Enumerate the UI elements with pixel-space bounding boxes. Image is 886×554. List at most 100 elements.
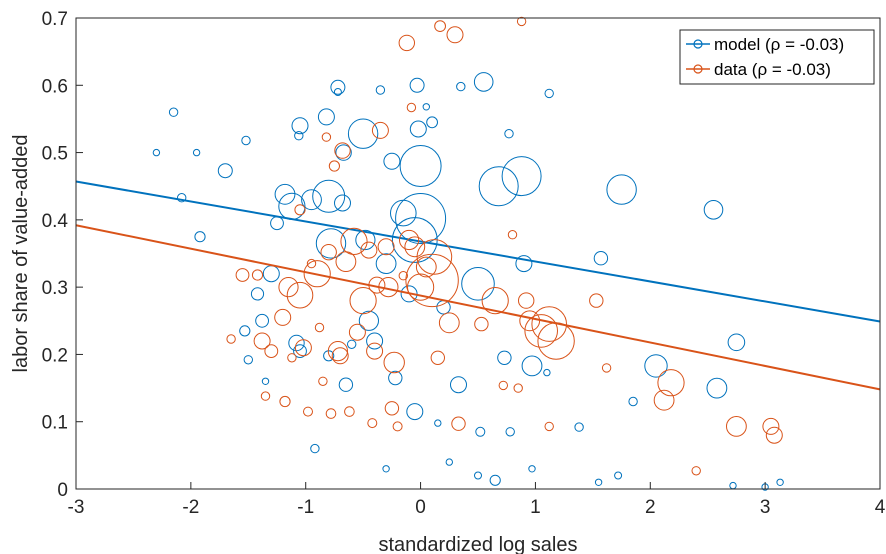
scatter-point <box>371 121 389 139</box>
scatter-point <box>349 287 377 315</box>
legend-item: data (ρ = -0.03) <box>686 60 831 79</box>
scatter-point <box>765 426 783 444</box>
y-tick-label: 0.2 <box>42 345 68 366</box>
scatter-point <box>260 391 271 401</box>
scatter-point <box>239 325 251 337</box>
scatter-point <box>776 478 784 486</box>
scatter-point <box>501 156 542 197</box>
scatter-point <box>398 34 415 52</box>
scatter-point <box>407 273 435 301</box>
scatter-point <box>294 339 312 357</box>
scatter-point <box>644 354 668 378</box>
scatter-point <box>515 255 533 273</box>
scatter-point <box>398 271 408 281</box>
scatter-point <box>261 377 270 385</box>
scatter-point <box>657 369 685 397</box>
scatter-point <box>312 179 346 213</box>
scatter-point <box>303 406 313 417</box>
scatter-point <box>395 193 447 244</box>
scatter-point <box>320 244 337 261</box>
scatter-point <box>594 478 603 486</box>
scatter-point <box>241 135 251 146</box>
scatter-point <box>405 253 459 308</box>
scatter-point <box>474 316 489 332</box>
scatter-point <box>321 132 332 142</box>
plot-area <box>75 16 881 491</box>
scatter-point <box>334 194 351 212</box>
scatter-point <box>706 377 728 399</box>
x-tick-label: -2 <box>182 497 199 518</box>
scatter-point <box>348 323 366 341</box>
scatter-point <box>446 26 464 44</box>
scatter-point <box>498 380 508 391</box>
y-tick-label: 0.4 <box>42 211 69 232</box>
scatter-point <box>335 144 352 161</box>
x-tick-label: 0 <box>415 497 426 518</box>
scatter-point <box>593 251 609 266</box>
scatter-point <box>388 370 403 386</box>
y-tick-label: 0.5 <box>42 144 68 165</box>
scatter-point <box>327 341 348 362</box>
scatter-point <box>338 377 354 392</box>
scatter-point <box>358 310 379 331</box>
scatter-point <box>691 466 701 476</box>
scatter-point <box>366 332 384 350</box>
scatter-point <box>334 142 351 159</box>
scatter-point <box>399 229 420 251</box>
scatter-point <box>516 16 527 27</box>
scatter-point <box>383 351 405 374</box>
series-1 <box>75 16 881 476</box>
fit-line <box>75 224 881 391</box>
y-tick-label: 0.1 <box>42 413 68 434</box>
scatter-point <box>347 339 357 349</box>
scatter-point <box>375 85 386 95</box>
scatter-point <box>513 383 523 393</box>
scatter-point <box>415 256 437 278</box>
scatter-point <box>727 333 746 352</box>
scatter-point <box>726 416 747 437</box>
scatter-point <box>377 238 395 256</box>
scatter-point <box>653 389 675 411</box>
scatter-point <box>473 72 494 92</box>
scatter-point <box>383 152 401 170</box>
legend-swatch-marker <box>693 39 703 49</box>
scatter-point <box>392 421 403 432</box>
scatter-point <box>333 88 342 96</box>
scatter-point <box>451 416 466 431</box>
scatter-point <box>521 355 543 377</box>
scatter-point <box>524 314 559 348</box>
scatter-point <box>255 313 270 328</box>
scatter-point <box>434 20 447 33</box>
scatter-point <box>438 312 460 334</box>
y-tick-label: 0 <box>57 480 68 501</box>
scatter-point <box>543 368 551 377</box>
scatter-point <box>528 465 536 473</box>
scatter-point <box>194 231 206 243</box>
scatter-point <box>314 322 325 333</box>
axes-frame <box>75 17 881 490</box>
scatter-point <box>192 148 201 157</box>
scatter-point <box>489 474 501 486</box>
scatter-point <box>287 353 297 363</box>
scatter-point <box>286 281 314 309</box>
scatter-point <box>253 332 271 350</box>
scatter-point <box>426 116 439 129</box>
scatter-point <box>703 200 724 220</box>
scatter-point <box>531 306 568 342</box>
legend: model (ρ = -0.03) data (ρ = -0.03) <box>679 29 875 85</box>
series-0 <box>75 72 881 491</box>
scatter-point <box>366 342 384 360</box>
scatter-point <box>614 471 623 480</box>
scatter-point <box>152 148 161 157</box>
scatter-point <box>450 376 467 394</box>
scatter-point <box>250 287 265 301</box>
scatter-point <box>409 77 425 93</box>
legend-swatch-marker <box>693 64 703 74</box>
scatter-point <box>481 287 509 315</box>
scatter-point <box>279 395 291 408</box>
scatter-point <box>318 376 328 386</box>
y-tick-label: 0.6 <box>42 76 68 97</box>
scatter-point <box>399 145 442 187</box>
scatter-point <box>264 344 279 359</box>
